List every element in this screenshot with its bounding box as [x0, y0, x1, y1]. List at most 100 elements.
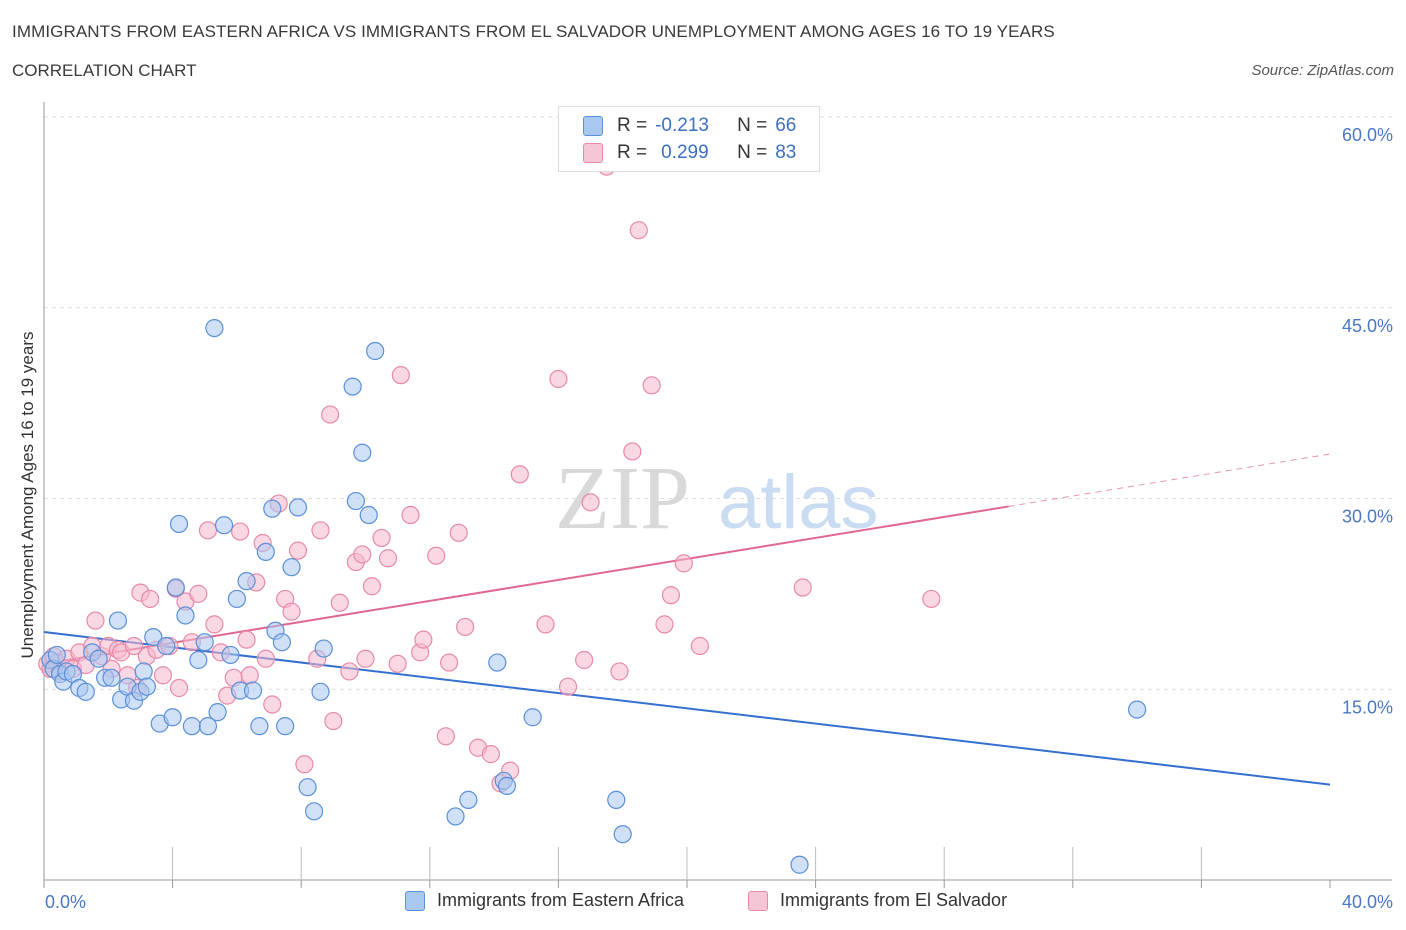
data-point-el-salvador: [436, 727, 455, 746]
data-point-eastern-africa: [102, 668, 121, 687]
legend-label: Immigrants from Eastern Africa: [437, 890, 685, 910]
data-point-el-salvador: [237, 630, 256, 649]
watermark-atlas: atlas: [718, 460, 879, 545]
data-point-eastern-africa: [137, 677, 156, 696]
data-point-eastern-africa: [176, 606, 195, 625]
legend-swatch-pink: [583, 143, 603, 163]
data-point-el-salvador: [295, 755, 314, 774]
y-tick-label: 30.0%: [1342, 507, 1393, 527]
data-point-eastern-africa: [250, 717, 269, 736]
n-label: N =: [737, 142, 768, 163]
data-point-eastern-africa: [205, 318, 224, 338]
data-point-eastern-africa: [282, 558, 301, 577]
data-point-el-salvador: [922, 589, 941, 609]
data-point-eastern-africa: [108, 611, 128, 630]
data-point-el-salvador: [793, 578, 812, 597]
data-point-el-salvador: [362, 577, 382, 596]
data-point-eastern-africa: [208, 703, 227, 722]
watermark-zip: ZIP: [555, 449, 690, 548]
data-point-eastern-africa: [613, 825, 632, 844]
data-point-eastern-africa: [366, 341, 385, 361]
data-point-el-salvador: [642, 376, 661, 395]
series-eastern-africa: [41, 318, 1147, 874]
data-point-eastern-africa: [47, 645, 66, 665]
data-point-el-salvador: [629, 221, 648, 240]
data-point-el-salvador: [353, 545, 372, 564]
x-tick-labels: 0.0% 40.0%: [45, 892, 1393, 912]
data-point-eastern-africa: [189, 650, 208, 670]
data-point-el-salvador: [372, 528, 391, 548]
y-tick-label: 45.0%: [1342, 316, 1393, 336]
data-point-eastern-africa: [311, 682, 330, 701]
axes: [43, 102, 1392, 888]
data-point-el-salvador: [263, 695, 282, 714]
data-point-el-salvador: [86, 611, 105, 630]
data-point-el-salvador: [549, 369, 568, 389]
data-point-el-salvador: [449, 523, 468, 542]
data-point-eastern-africa: [144, 628, 163, 647]
y-axis-label: Unemployment Among Ages 16 to 19 years: [18, 332, 37, 659]
data-point-el-salvador: [231, 522, 250, 541]
data-point-el-salvador: [391, 366, 410, 385]
data-point-el-salvador: [282, 602, 301, 621]
data-point-el-salvador: [205, 615, 224, 634]
data-point-el-salvador: [321, 405, 340, 424]
data-point-el-salvador: [340, 662, 359, 681]
legend-label: Immigrants from El Salvador: [780, 890, 1008, 910]
data-point-el-salvador: [240, 666, 259, 685]
legend-item-eastern-africa: Immigrants from Eastern Africa: [405, 890, 684, 911]
data-point-eastern-africa: [263, 499, 282, 518]
data-point-el-salvador: [536, 615, 555, 634]
data-point-el-salvador: [661, 586, 681, 605]
data-point-eastern-africa: [790, 855, 809, 874]
data-point-eastern-africa: [221, 645, 240, 665]
y-tick-labels: 15.0% 30.0% 45.0% 60.0%: [1342, 125, 1393, 717]
data-point-eastern-africa: [488, 653, 507, 672]
data-point-eastern-africa: [343, 377, 362, 396]
data-point-el-salvador: [655, 615, 674, 634]
legend-item-el-salvador: Immigrants from El Salvador: [748, 890, 1007, 911]
data-point-el-salvador: [510, 465, 529, 484]
r-value: 0.299: [661, 142, 709, 163]
data-point-eastern-africa: [166, 578, 185, 597]
series-el-salvador: [38, 157, 941, 793]
x-tick-label: 40.0%: [1342, 892, 1393, 912]
data-point-eastern-africa: [497, 776, 517, 795]
data-point-eastern-africa: [607, 790, 626, 809]
y-tick-label: 15.0%: [1342, 697, 1393, 717]
data-point-eastern-africa: [237, 572, 256, 591]
data-point-eastern-africa: [523, 708, 542, 727]
data-point-el-salvador: [356, 649, 375, 668]
data-point-eastern-africa: [256, 542, 275, 562]
r-value: -0.213: [655, 115, 709, 136]
legend-row-el-salvador: R = 0.299 N = 83: [583, 141, 796, 165]
x-tick-label: 0.0%: [45, 892, 86, 912]
source-label: Source: ZipAtlas.com: [1251, 62, 1394, 79]
data-point-el-salvador: [674, 554, 693, 573]
data-point-el-salvador: [378, 549, 398, 568]
data-point-eastern-africa: [353, 443, 372, 462]
data-point-el-salvador: [690, 636, 709, 656]
data-point-eastern-africa: [214, 516, 234, 535]
data-point-el-salvador: [623, 442, 642, 461]
data-point-el-salvador: [330, 593, 349, 612]
chart-subtitle: CORRELATION CHART: [12, 61, 197, 80]
data-point-eastern-africa: [89, 649, 108, 668]
legend-swatch-pink: [748, 890, 768, 911]
data-point-el-salvador: [288, 541, 308, 560]
n-label: N =: [737, 115, 768, 136]
r-label: R =: [617, 142, 648, 163]
n-value: 83: [775, 142, 797, 163]
data-point-eastern-africa: [134, 662, 153, 681]
data-point-el-salvador: [575, 650, 594, 670]
data-point-eastern-africa: [198, 717, 218, 736]
data-point-eastern-africa: [276, 717, 295, 736]
data-point-eastern-africa: [446, 807, 465, 826]
data-point-el-salvador: [427, 546, 446, 565]
chart-title: IMMIGRANTS FROM EASTERN AFRICA VS IMMIGR…: [12, 22, 1055, 41]
data-point-el-salvador: [456, 617, 475, 637]
data-point-el-salvador: [153, 666, 173, 685]
data-point-el-salvador: [414, 630, 433, 649]
series-legend: Immigrants from Eastern Africa Immigrant…: [0, 890, 1406, 914]
data-point-eastern-africa: [288, 498, 308, 517]
